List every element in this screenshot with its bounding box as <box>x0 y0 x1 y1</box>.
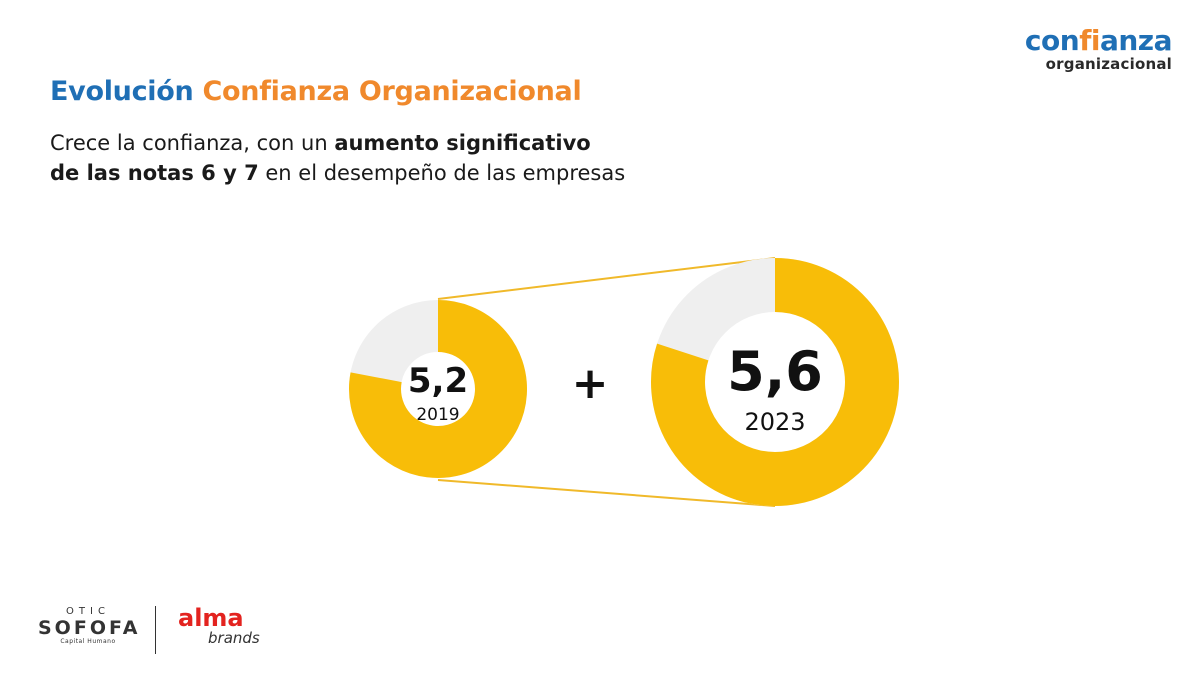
sofofa-logo-name: SOFOFA <box>38 617 141 639</box>
confianza-logo-word: confianza <box>1024 24 1173 57</box>
confianza-logo-sub: organizacional <box>1045 55 1172 73</box>
alma-logo-sub: brands <box>208 629 260 647</box>
sofofa-logo: OTIC SOFOFA Capital Humano <box>38 606 138 646</box>
subtitle-line2-bold: de las notas 6 y 7 <box>50 161 259 185</box>
connector-line-bottom <box>437 479 776 507</box>
title-part-confianza: Confianza Organizacional <box>202 76 582 107</box>
sofofa-logo-top: OTIC <box>66 606 110 617</box>
logo-word-part2: anza <box>1099 24 1173 57</box>
logo-word-accent: fi <box>1079 24 1100 57</box>
donut-2019-year: 2019 <box>416 405 459 425</box>
donut-filled-segment <box>651 258 899 506</box>
subtitle-line1-bold: aumento significativo <box>334 131 591 155</box>
title-part-evolucion: Evolución <box>50 76 194 107</box>
donut-2019-value: 5,2 <box>408 361 468 401</box>
plus-sign: + <box>572 358 609 409</box>
subtitle-line1-normal: Crece la confianza, con un <box>50 131 335 155</box>
subtitle-line2-normal: en el desempeño de las empresas <box>258 161 626 185</box>
connector-line-top <box>437 257 776 300</box>
donut-2019 <box>349 300 527 478</box>
donut-2023-year: 2023 <box>744 408 805 436</box>
alma-logo-word: alma <box>178 604 244 632</box>
footer-logos: OTIC SOFOFA Capital Humano alma brands <box>38 606 298 656</box>
logo-word-part1: con <box>1024 24 1080 57</box>
donut-2023-value: 5,6 <box>727 340 823 403</box>
alma-brands-logo: alma brands <box>178 606 260 646</box>
page-subtitle: Crece la confianza, con un aumento signi… <box>50 128 625 188</box>
page-title: Evolución Confianza Organizacional <box>50 76 582 107</box>
footer-divider <box>155 606 156 654</box>
donut-filled-segment <box>349 300 527 478</box>
sofofa-logo-sub: Capital Humano <box>60 638 116 645</box>
confianza-logo: confianza organizacional <box>1024 24 1173 73</box>
donut-2023 <box>651 258 899 506</box>
